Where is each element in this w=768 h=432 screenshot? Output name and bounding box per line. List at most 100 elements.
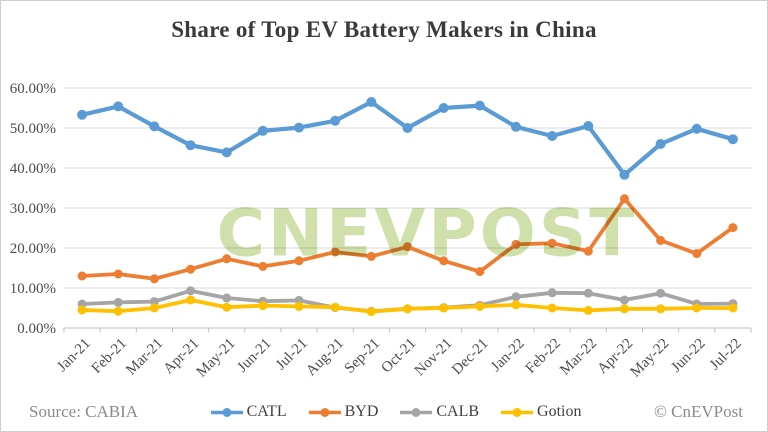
legend-marker-icon — [210, 407, 243, 417]
data-point-catl — [330, 115, 341, 126]
y-axis-tick-label: 20.00% — [10, 241, 56, 257]
legend-label: Gotion — [537, 403, 582, 420]
data-point-catl — [474, 100, 485, 111]
y-axis-tick-label: 10.00% — [10, 281, 56, 297]
data-point-gotion — [692, 303, 702, 313]
data-point-gotion — [113, 306, 123, 316]
legend-label: BYD — [344, 403, 379, 420]
data-point-gotion — [475, 301, 485, 311]
data-point-catl — [77, 109, 88, 120]
data-point-calb — [619, 295, 629, 305]
y-axis-tick-label: 60.00% — [10, 81, 56, 97]
legend-item-byd: BYD — [308, 403, 379, 421]
legend: CATL BYD CALB Gotion — [210, 403, 582, 421]
legend-marker-icon — [501, 407, 534, 417]
data-point-catl — [691, 123, 702, 134]
x-axis-tick-label: Jun-22 — [668, 336, 708, 376]
series-line-catl — [81, 99, 734, 177]
y-axis-tick-label: 30.00% — [10, 201, 56, 217]
legend-marker-icon — [400, 407, 433, 417]
data-point-catl — [655, 139, 666, 149]
data-point-gotion — [728, 303, 738, 313]
data-point-byd — [656, 235, 666, 245]
data-point-gotion — [222, 302, 232, 312]
x-axis-tick-label: Feb-21 — [89, 336, 130, 377]
y-axis-tick-label: 50.00% — [10, 121, 56, 137]
data-point-catl — [221, 147, 232, 158]
data-point-catl — [727, 134, 738, 145]
data-point-byd — [439, 256, 449, 266]
data-point-catl — [619, 169, 630, 180]
data-point-calb — [222, 293, 232, 303]
data-point-byd — [222, 254, 232, 264]
x-axis-tick-label: Jul-22 — [707, 336, 745, 374]
data-point-byd — [583, 246, 593, 256]
x-axis-tick-label: Sep-21 — [342, 336, 383, 377]
data-point-catl — [510, 121, 521, 132]
data-point-calb — [186, 286, 196, 296]
legend-item-catl: CATL — [210, 403, 287, 421]
data-point-calb — [547, 288, 557, 298]
data-point-gotion — [294, 301, 304, 311]
data-point-catl — [113, 101, 124, 112]
data-point-byd — [366, 251, 376, 261]
x-axis-tick-label: Aug-21 — [303, 336, 347, 380]
data-point-gotion — [366, 307, 376, 317]
data-point-byd — [692, 249, 702, 259]
data-point-byd — [113, 269, 123, 279]
data-point-catl — [583, 121, 594, 131]
legend-label: CATL — [246, 403, 287, 420]
data-point-catl — [438, 103, 449, 113]
data-point-gotion — [583, 305, 593, 315]
legend-item-calb: CALB — [400, 403, 479, 421]
legend-marker-icon — [308, 407, 341, 417]
y-axis-tick-label: 0.00% — [17, 321, 56, 337]
data-point-byd — [149, 274, 159, 284]
chart-title: Share of Top EV Battery Makers in China — [171, 17, 597, 42]
x-axis-tick-label: Feb-22 — [523, 336, 564, 377]
chart-footer: Source: CABIA CATL BYD CALB Gotion © CnEVPo… — [29, 402, 743, 422]
data-point-byd — [258, 261, 268, 271]
x-axis-tick-label: Jun-21 — [235, 336, 275, 376]
data-point-byd — [330, 247, 340, 257]
legend-item-gotion: Gotion — [501, 403, 582, 421]
data-point-catl — [294, 122, 305, 133]
data-point-gotion — [619, 304, 629, 314]
data-point-catl — [366, 97, 377, 107]
data-point-calb — [113, 297, 123, 307]
data-point-byd — [186, 264, 196, 274]
data-point-catl — [149, 121, 160, 132]
data-point-gotion — [547, 303, 557, 313]
data-point-catl — [257, 125, 268, 136]
legend-label: CALB — [436, 403, 480, 420]
data-point-gotion — [149, 303, 159, 313]
y-axis-tick-label: 40.00% — [10, 161, 56, 177]
data-point-gotion — [77, 305, 87, 315]
data-point-byd — [728, 223, 738, 233]
x-axis-tick-label: Jan-22 — [488, 336, 528, 376]
data-point-byd — [77, 271, 87, 281]
data-point-byd — [619, 194, 629, 204]
x-axis-tick-label: Mar-22 — [557, 336, 600, 379]
data-point-gotion — [258, 301, 268, 311]
series-line-byd — [81, 196, 735, 281]
data-point-calb — [149, 297, 159, 307]
data-point-calb — [656, 288, 666, 298]
data-point-calb — [583, 288, 593, 298]
x-axis-tick-label: Mar-21 — [123, 336, 166, 379]
x-axis-tick-label: Jan-21 — [54, 336, 94, 376]
x-axis-tick-label: May-22 — [628, 336, 673, 381]
data-point-gotion — [186, 295, 196, 305]
data-point-catl — [547, 131, 558, 141]
data-point-calb — [511, 292, 521, 302]
x-axis-tick-label: May-21 — [194, 336, 239, 381]
source-label: Source: CABIA — [29, 402, 139, 421]
x-axis-tick-label: Nov-21 — [412, 336, 456, 380]
data-point-byd — [475, 267, 485, 277]
data-point-gotion — [439, 303, 449, 313]
copyright-label: © CnEVPost — [654, 402, 743, 421]
data-point-byd — [511, 239, 521, 249]
data-point-gotion — [403, 304, 412, 314]
data-point-byd — [403, 242, 412, 252]
